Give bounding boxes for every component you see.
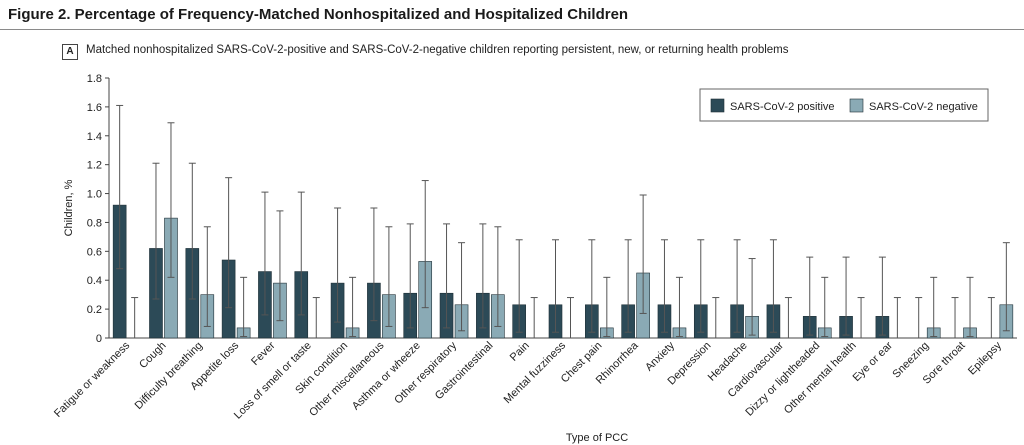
error-bar [806,256,814,336]
error-bar [697,239,705,333]
error-bar [479,223,487,329]
legend-swatch-positive [710,98,725,113]
y-tick-label: 1.4 [87,131,102,143]
legend-label-positive: SARS-CoV-2 positive [730,101,835,113]
x-tick-label: Cough [137,340,168,371]
x-tick-label: Mental fuzziness [502,339,569,406]
y-tick-label: 0.6 [87,246,102,258]
y-tick-label: 1.6 [87,102,102,114]
error-bar [784,297,792,338]
figure-title: Figure 2. Percentage of Frequency-Matche… [8,6,629,23]
y-tick-label: 1.2 [87,160,102,172]
error-bar [951,297,959,338]
error-bar [893,297,901,338]
x-tick-label: Other mental health [782,340,859,417]
error-bar [675,276,683,338]
error-bar [712,297,720,338]
error-bar [733,239,741,333]
error-bar [370,207,378,322]
y-tick-label: 0.4 [87,275,102,287]
error-bar [312,297,320,338]
error-bar [167,122,175,278]
x-tick-label: Eye or ear [851,339,896,384]
x-axis-title: Type of PCC [566,432,628,444]
error-bar [131,297,139,338]
error-bar [297,191,305,316]
x-tick-label: Fatigue or weakness [52,339,133,420]
panel-title: Matched nonhospitalized SARS-CoV-2-posit… [86,44,789,56]
error-bar [821,276,829,338]
x-tick-label: Pain [508,340,532,364]
error-bar [660,239,668,333]
error-bar [261,191,269,316]
error-bar [769,239,777,333]
y-tick-label: 1.0 [87,189,102,201]
x-tick-label: Other respiratory [392,339,459,406]
error-bar [857,297,865,338]
x-tick-label: Anxiety [643,339,677,373]
error-bar [334,207,342,323]
error-bar [552,239,559,333]
error-bar [203,226,211,327]
y-tick-label: 0 [96,333,102,345]
error-bar [624,239,632,333]
error-bar [878,256,886,336]
error-bar [494,226,502,327]
error-bar [276,210,284,322]
error-bar [349,276,357,338]
error-bar [152,162,160,300]
y-axis-title: Children, % [63,179,75,236]
error-bar [603,276,611,338]
error-bar [930,276,938,338]
y-tick-label: 1.8 [87,73,102,85]
error-bar [842,256,850,336]
error-bar [915,297,923,338]
error-bar [987,297,995,338]
error-bar [515,239,523,333]
error-bar [443,223,451,329]
error-bar [116,104,124,270]
error-bar [966,276,974,338]
title-divider [0,29,1024,30]
panel-label: A [62,44,78,60]
error-bar [458,242,466,332]
error-bar [1002,242,1010,332]
y-tick-label: 0.8 [87,217,102,229]
error-bar [567,297,574,338]
error-bar [406,223,414,329]
error-bar [225,177,233,309]
x-tick-label: Difficulty breathing [133,340,205,412]
error-bar [421,180,429,309]
error-bar [748,258,756,336]
x-tick-label: Asthma or wheeze [350,340,423,413]
y-tick-label: 0.2 [87,304,102,316]
legend-box [699,88,989,122]
legend-swatch-negative [849,98,864,113]
error-bar [639,194,647,314]
error-bar [188,162,196,300]
legend-label-negative: SARS-CoV-2 negative [869,101,978,113]
error-bar [588,239,596,333]
error-bar [240,276,248,338]
error-bar [530,297,538,338]
x-tick-label: Fever [249,339,278,368]
error-bar [385,226,393,327]
x-tick-label: Epilepsy [966,339,1004,377]
